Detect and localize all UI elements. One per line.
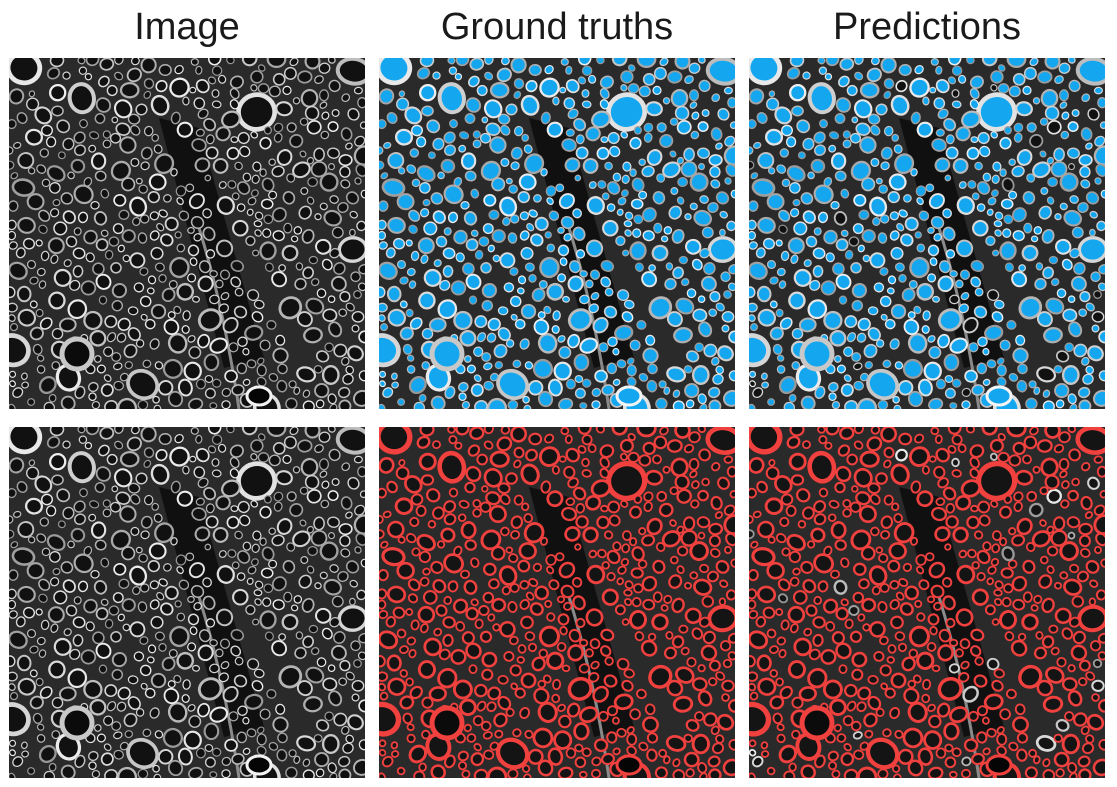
micrograph — [749, 427, 1105, 778]
panel-image-bottom — [9, 427, 365, 778]
panel-ground-truths-top — [379, 58, 735, 409]
panel-predictions-bottom — [749, 427, 1105, 778]
micrograph — [9, 427, 365, 778]
micrograph — [379, 58, 735, 409]
column-title-image: Image — [134, 6, 240, 48]
panel-image-top — [9, 58, 365, 409]
panel-predictions-top — [749, 58, 1105, 409]
micrograph — [9, 58, 365, 409]
panel-ground-truths-bottom — [379, 427, 735, 778]
micrograph — [379, 427, 735, 778]
column-title-ground-truths: Ground truths — [440, 6, 674, 48]
column-title-predictions: Predictions — [833, 6, 1021, 48]
micrograph — [749, 58, 1105, 409]
